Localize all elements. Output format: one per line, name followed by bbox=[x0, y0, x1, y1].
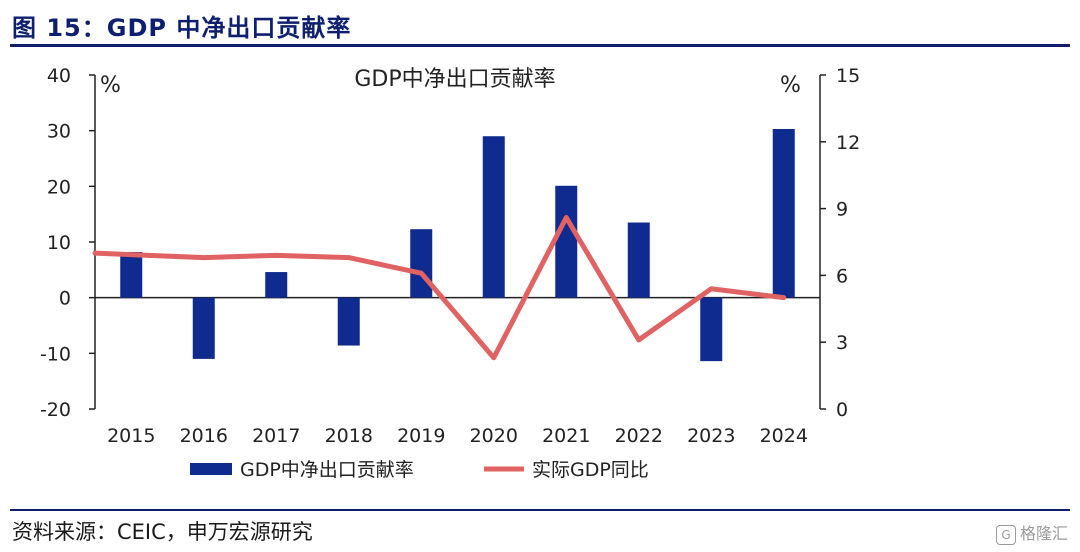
bar-2017 bbox=[265, 272, 288, 298]
x-tick-label: 2022 bbox=[615, 425, 663, 447]
x-tick-label: 2021 bbox=[542, 425, 590, 447]
line-path-real-gdp bbox=[92, 215, 787, 361]
line-point-2019 bbox=[419, 271, 423, 275]
left-tick-label: 20 bbox=[47, 176, 71, 198]
legend-label-line: 实际GDP同比 bbox=[532, 459, 649, 481]
bar-2022 bbox=[627, 222, 650, 298]
bar-2023 bbox=[700, 297, 723, 362]
line-point-2020 bbox=[492, 356, 496, 360]
line-point-2017 bbox=[274, 253, 278, 257]
x-tick-label: 2015 bbox=[107, 425, 155, 447]
left-axis-unit: % bbox=[100, 73, 121, 98]
line-series bbox=[92, 215, 787, 361]
line-point-2018 bbox=[347, 256, 351, 260]
left-tick-label: 10 bbox=[47, 232, 71, 254]
legend-label-bar: GDP中净出口贡献率 bbox=[240, 459, 414, 481]
right-tick-label: 0 bbox=[836, 399, 848, 421]
bar-series bbox=[120, 128, 795, 362]
right-tick-label: 9 bbox=[836, 199, 848, 221]
legend: GDP中净出口贡献率 实际GDP同比 bbox=[190, 459, 649, 481]
left-tick-label: 0 bbox=[59, 288, 71, 310]
axes: -20 -10 0 10 20 30 40 0 3 6 9 12 15 bbox=[40, 65, 860, 421]
right-tick-label: 12 bbox=[836, 132, 860, 154]
figure-title: 图 15：GDP 中净出口贡献率 bbox=[12, 14, 352, 42]
line-point-2016 bbox=[202, 256, 206, 260]
x-tick-label: 2020 bbox=[470, 425, 518, 447]
bar-2020 bbox=[482, 136, 505, 298]
chart-title: GDP中净出口贡献率 bbox=[354, 67, 555, 92]
x-tick-label: 2023 bbox=[687, 425, 735, 447]
watermark: G 格隆汇 bbox=[995, 520, 1068, 545]
x-tick-label: 2019 bbox=[397, 425, 445, 447]
bar-2018 bbox=[337, 297, 360, 346]
legend-swatch-bar bbox=[190, 463, 232, 475]
x-tick-label: 2024 bbox=[760, 425, 808, 447]
bar-2015 bbox=[120, 252, 143, 298]
bar-2016 bbox=[192, 297, 215, 359]
bar-2019 bbox=[410, 229, 433, 298]
line-point-2022 bbox=[637, 338, 641, 342]
x-tick-label: 2017 bbox=[252, 425, 300, 447]
line-point-2015 bbox=[93, 251, 97, 255]
bar-2024 bbox=[772, 128, 795, 298]
left-tick-label: -20 bbox=[40, 399, 71, 421]
line-point-2024 bbox=[782, 296, 786, 300]
right-tick-label: 3 bbox=[836, 332, 848, 354]
right-tick-label: 6 bbox=[836, 265, 848, 287]
x-axis-labels: 2015 2016 2017 2018 2019 2020 2021 2022 2023 2024 bbox=[107, 425, 808, 447]
footer-rule bbox=[10, 509, 1070, 511]
line-point-2021 bbox=[564, 216, 568, 220]
line-point-2023 bbox=[709, 287, 713, 291]
left-tick-label: 40 bbox=[47, 65, 71, 87]
x-tick-label: 2016 bbox=[180, 425, 228, 447]
bar-2021 bbox=[555, 185, 578, 298]
right-tick-label: 15 bbox=[836, 65, 860, 87]
left-tick-label: -10 bbox=[40, 343, 71, 365]
right-axis-unit: % bbox=[780, 73, 801, 98]
watermark-logo-icon: G bbox=[995, 524, 1016, 545]
source-note: 资料来源：CEIC，申万宏源研究 bbox=[12, 520, 313, 544]
x-tick-label: 2018 bbox=[325, 425, 373, 447]
watermark-text: 格隆汇 bbox=[1019, 524, 1068, 543]
title-rule bbox=[10, 44, 1070, 47]
left-tick-label: 30 bbox=[47, 121, 71, 143]
